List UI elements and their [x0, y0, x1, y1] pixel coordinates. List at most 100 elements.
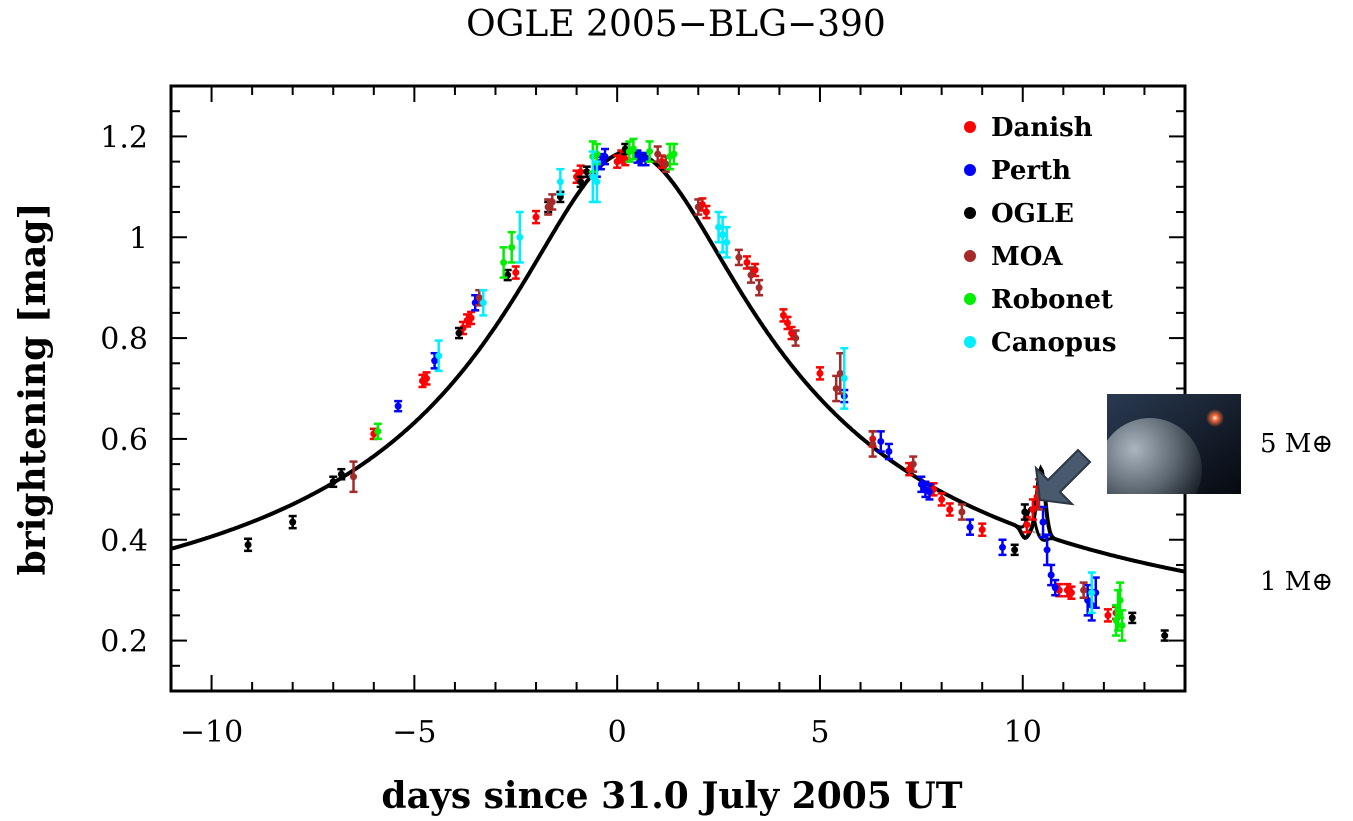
- data-point: [500, 258, 508, 266]
- data-point: [747, 271, 755, 279]
- data-point: [1039, 518, 1047, 526]
- data-point: [1080, 586, 1088, 594]
- data-point: [548, 198, 556, 206]
- series-perth: [394, 147, 1100, 622]
- data-point: [577, 168, 585, 176]
- data-point: [719, 231, 727, 239]
- data-point: [1047, 571, 1055, 579]
- x-tick-label: 10: [1004, 715, 1042, 750]
- data-point: [337, 470, 345, 478]
- data-point: [1088, 589, 1096, 597]
- data-point: [885, 448, 893, 456]
- data-point: [455, 329, 463, 337]
- data-point: [925, 488, 933, 496]
- legend-marker: [964, 121, 976, 133]
- mass-label-5: 5 M⊕: [1260, 429, 1333, 459]
- data-point: [702, 208, 710, 216]
- data-point: [601, 153, 609, 161]
- data-point: [423, 374, 431, 382]
- legend: Danish Perth OGLE MOA Robonet Canopus: [964, 113, 1117, 358]
- series-danish: [369, 149, 1121, 623]
- x-tick-label: 5: [810, 715, 829, 750]
- legend-marker: [964, 250, 976, 262]
- data-point: [593, 178, 601, 186]
- data-point: [792, 334, 800, 342]
- data-point: [670, 150, 678, 158]
- data-point: [244, 541, 252, 549]
- y-axis-label: brightening [mag]: [12, 202, 54, 575]
- y-tick-label: 0.4: [100, 524, 148, 559]
- plot-area: [169, 84, 1187, 693]
- data-point: [1104, 611, 1112, 619]
- y-tick-label: 1: [129, 221, 148, 256]
- data-point: [394, 402, 402, 410]
- x-tick-label: −5: [392, 715, 436, 750]
- legend-label: Danish: [991, 113, 1093, 143]
- y-tick-label: 0.8: [100, 322, 148, 357]
- data-point: [374, 427, 382, 435]
- legend-label: OGLE: [991, 199, 1074, 229]
- data-point: [1051, 584, 1059, 592]
- data-points: [244, 137, 1169, 642]
- series-moa: [349, 145, 1088, 599]
- data-point: [723, 238, 731, 246]
- data-point: [512, 269, 520, 277]
- data-point: [1161, 632, 1169, 640]
- y-tick-labels: 0.2 0.4 0.6 0.8 1 1.2: [100, 120, 148, 659]
- data-point: [869, 440, 877, 448]
- data-point: [978, 526, 986, 534]
- legend-marker: [964, 207, 976, 219]
- data-point: [755, 284, 763, 292]
- data-point: [329, 478, 337, 486]
- data-point: [646, 148, 654, 156]
- data-point: [1021, 508, 1029, 516]
- data-point: [662, 160, 670, 168]
- data-point: [938, 495, 946, 503]
- x-tick-label: 0: [608, 715, 627, 750]
- data-point: [966, 523, 974, 531]
- data-point: [1023, 521, 1031, 529]
- y-tick-label: 0.6: [100, 423, 148, 458]
- data-point: [475, 294, 483, 302]
- legend-label: MOA: [991, 242, 1063, 272]
- planet-icon: [1107, 418, 1202, 494]
- data-point: [1116, 596, 1124, 604]
- data-point: [743, 258, 751, 266]
- data-point: [1118, 621, 1126, 629]
- legend-marker: [964, 336, 976, 348]
- legend-marker: [964, 293, 976, 305]
- data-point: [784, 319, 792, 327]
- data-point: [877, 437, 885, 445]
- data-point: [577, 178, 585, 186]
- data-point: [289, 518, 297, 526]
- planet-arrow: [1034, 448, 1092, 506]
- x-axis-label: days since 31.0 July 2005 UT: [381, 775, 962, 817]
- x-tick-labels: −10 −5 0 5 10: [180, 715, 1042, 750]
- host-star-icon: [1206, 409, 1224, 427]
- data-point: [1011, 546, 1019, 554]
- data-point: [816, 369, 824, 377]
- series-canopus: [434, 150, 1096, 615]
- data-point: [958, 508, 966, 516]
- data-point: [909, 460, 917, 468]
- legend-label: Perth: [991, 156, 1071, 186]
- legend-label: Canopus: [991, 328, 1117, 358]
- data-point: [1067, 589, 1075, 597]
- arrow-icon: [1034, 448, 1092, 506]
- chart-title: OGLE 2005−BLG−390: [466, 4, 886, 45]
- data-point: [435, 352, 443, 360]
- data-point: [431, 357, 439, 365]
- data-point: [1128, 614, 1136, 622]
- data-point: [350, 473, 358, 481]
- data-point: [832, 385, 840, 392]
- data-point: [654, 150, 662, 158]
- data-point: [735, 253, 743, 261]
- data-point: [516, 233, 524, 241]
- data-point: [715, 223, 723, 231]
- legend-marker: [964, 164, 976, 176]
- x-tick-label: −10: [180, 715, 243, 750]
- data-point: [583, 168, 591, 176]
- mass-label-1: 1 M⊕: [1260, 567, 1333, 597]
- data-point: [694, 203, 702, 211]
